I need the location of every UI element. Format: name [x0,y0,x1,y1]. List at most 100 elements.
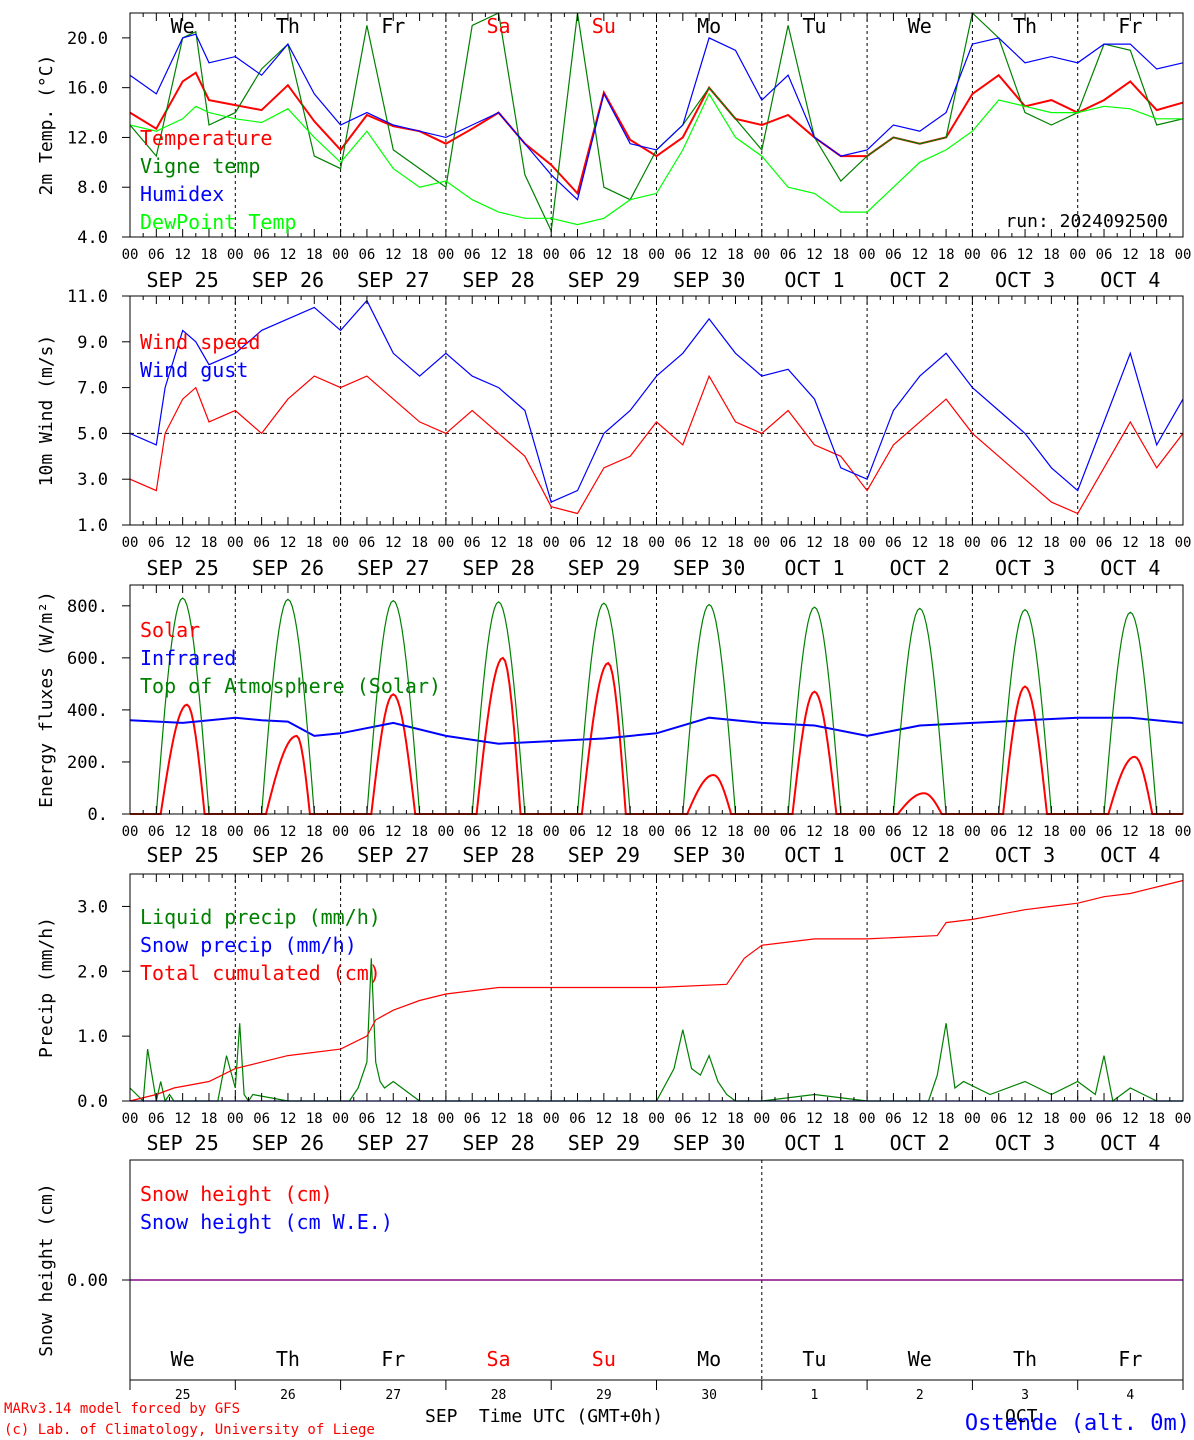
hour-tick-label: 06 [990,824,1007,840]
legend-entry: Total cumulated (cm) [140,961,381,985]
hour-tick-label: 06 [885,824,902,840]
hour-tick-label: 18 [516,1111,533,1127]
hour-tick-label: 12 [280,824,297,840]
hour-tick-label: 00 [1175,535,1192,551]
weekday-label: Th [276,14,300,38]
hour-tick-label: 06 [464,824,481,840]
hour-tick-label: 06 [885,247,902,263]
date-label: SEP 30 [673,268,745,292]
hour-tick-label: 12 [385,535,402,551]
hour-tick-label: 00 [753,535,770,551]
hour-tick-label: 12 [490,535,507,551]
hour-tick-label: 18 [411,535,428,551]
hour-tick-label: 06 [780,1111,797,1127]
y-tick-label: 200. [67,753,108,773]
hour-tick-label: 00 [437,1111,454,1127]
hour-tick-label: 00 [648,1111,665,1127]
weekday-label: Th [1013,14,1037,38]
hour-tick-label: 18 [516,247,533,263]
y-tick-label: 1.0 [77,1027,108,1047]
hour-tick-label: 00 [964,535,981,551]
hour-tick-label: 06 [253,247,270,263]
hour-tick-label: 00 [1175,1111,1192,1127]
weekday-label-bottom: Sa [487,1347,511,1371]
hour-tick-label: 06 [569,247,586,263]
date-label: SEP 28 [462,556,534,580]
hour-tick-label: 00 [437,535,454,551]
hour-tick-label: 12 [280,535,297,551]
hour-tick-label: 12 [385,1111,402,1127]
date-label: OCT 1 [784,843,844,867]
hour-tick-label: 06 [253,1111,270,1127]
hour-tick-label: 18 [201,824,218,840]
hour-tick-label: 18 [306,535,323,551]
hour-tick-label: 06 [780,535,797,551]
hour-tick-label: 18 [727,247,744,263]
series-line [129,92,1183,226]
hour-tick-label: 06 [569,824,586,840]
legend-entry: Wind gust [140,358,248,382]
day-number-label: 30 [701,1388,717,1403]
hour-tick-label: 00 [648,247,665,263]
hour-tick-label: 06 [1096,824,1113,840]
hour-tick-label: 18 [938,1111,955,1127]
hour-tick-label: 12 [490,1111,507,1127]
hour-tick-label: 06 [569,535,586,551]
weekday-label: Mo [697,14,721,38]
hour-tick-label: 00 [1175,824,1192,840]
legend-entry: Solar [140,618,200,642]
weekday-label-bottom: Su [592,1347,616,1371]
date-label: OCT 3 [995,1131,1055,1155]
y-tick-label: 3.0 [77,897,108,917]
hour-tick-label: 18 [1148,535,1165,551]
hour-tick-label: 00 [964,824,981,840]
hour-tick-label: 18 [1148,1111,1165,1127]
hour-tick-label: 12 [385,824,402,840]
hour-tick-label: 12 [174,535,191,551]
run-label: run: 2024092500 [1005,211,1168,232]
date-label: SEP 26 [252,268,324,292]
hour-tick-label: 06 [780,824,797,840]
hour-tick-label: 12 [1122,1111,1139,1127]
date-label: SEP 28 [462,1131,534,1155]
y-axis-label: Energy fluxes (W/m²) [36,591,57,808]
y-tick-label: 7.0 [77,379,108,399]
weekday-label: We [908,14,932,38]
date-label: SEP 25 [147,268,219,292]
day-number-label: 27 [385,1388,401,1403]
hour-tick-label: 12 [911,824,928,840]
hour-tick-label: 00 [859,247,876,263]
hour-tick-label: 18 [201,535,218,551]
hour-tick-label: 06 [464,535,481,551]
hour-tick-label: 06 [674,1111,691,1127]
day-number-label: 26 [280,1388,296,1403]
hour-tick-label: 18 [622,247,639,263]
hour-tick-label: 18 [516,535,533,551]
hour-tick-label: 00 [332,535,349,551]
series-line [129,716,1184,745]
hour-tick-label: 18 [938,535,955,551]
series-line [129,879,1184,1102]
date-label: OCT 4 [1100,843,1160,867]
hour-tick-label: 18 [622,824,639,840]
weekday-label: Tu [802,14,826,38]
date-label: OCT 2 [890,843,950,867]
date-label: SEP 28 [462,843,534,867]
legend-entry: Infrared [140,646,236,670]
date-label: SEP 30 [673,843,745,867]
date-label: SEP 27 [357,1131,429,1155]
hour-tick-label: 00 [859,535,876,551]
hour-tick-label: 18 [411,1111,428,1127]
hour-tick-label: 06 [358,535,375,551]
hour-tick-label: 00 [859,1111,876,1127]
weekday-label-bottom: Th [276,1347,300,1371]
hour-tick-label: 18 [938,824,955,840]
hour-tick-label: 06 [148,247,165,263]
weekday-label: Fr [381,14,405,38]
hour-tick-label: 06 [780,247,797,263]
y-tick-label: 8.0 [77,178,108,198]
weekday-label-bottom: We [908,1347,932,1371]
hour-tick-label: 06 [253,535,270,551]
hour-tick-label: 00 [227,1111,244,1127]
date-label: SEP 28 [462,268,534,292]
